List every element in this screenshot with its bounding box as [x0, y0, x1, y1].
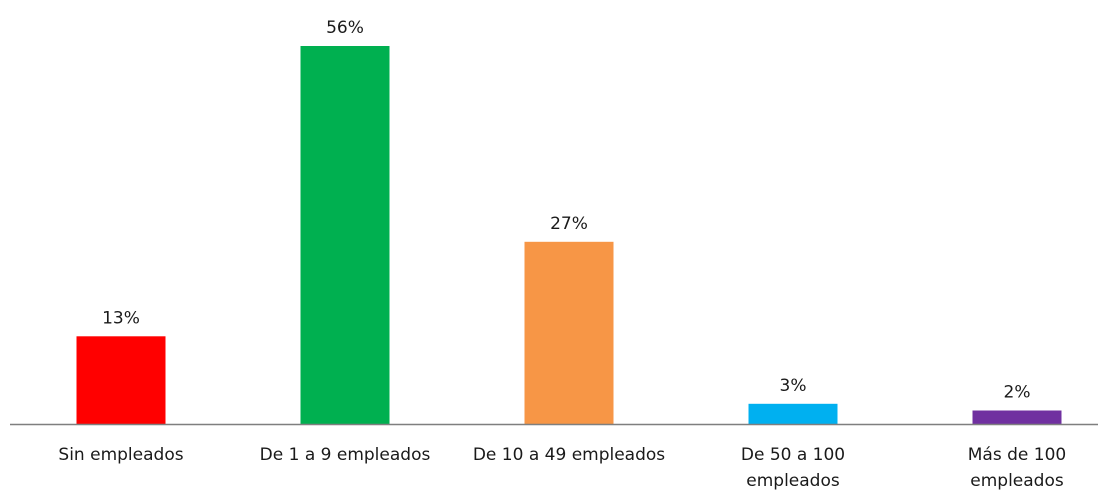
category-label: empleados — [746, 471, 840, 491]
category-label: De 50 a 100 — [741, 445, 845, 465]
category-label: De 1 a 9 empleados — [260, 445, 431, 465]
data-label: 13% — [102, 308, 140, 328]
category-label: empleados — [970, 471, 1064, 491]
category-label: Más de 100 — [968, 445, 1066, 465]
bar — [524, 241, 614, 425]
data-label: 3% — [780, 376, 807, 396]
bars-layer — [76, 46, 1062, 425]
data-label: 2% — [1004, 383, 1031, 403]
category-labels-layer: Sin empleados De 1 a 9 empleados De 10 a 4… — [58, 445, 1066, 491]
bar — [972, 410, 1062, 424]
data-labels-layer: 13% 56% 27% 3% 2% — [102, 18, 1030, 403]
data-label: 56% — [326, 18, 364, 38]
bar — [300, 46, 390, 424]
category-label: De 10 a 49 empleados — [473, 445, 665, 465]
bar — [76, 336, 166, 425]
data-label: 27% — [550, 214, 588, 234]
category-label: Sin empleados — [58, 445, 183, 465]
bar — [748, 403, 838, 425]
